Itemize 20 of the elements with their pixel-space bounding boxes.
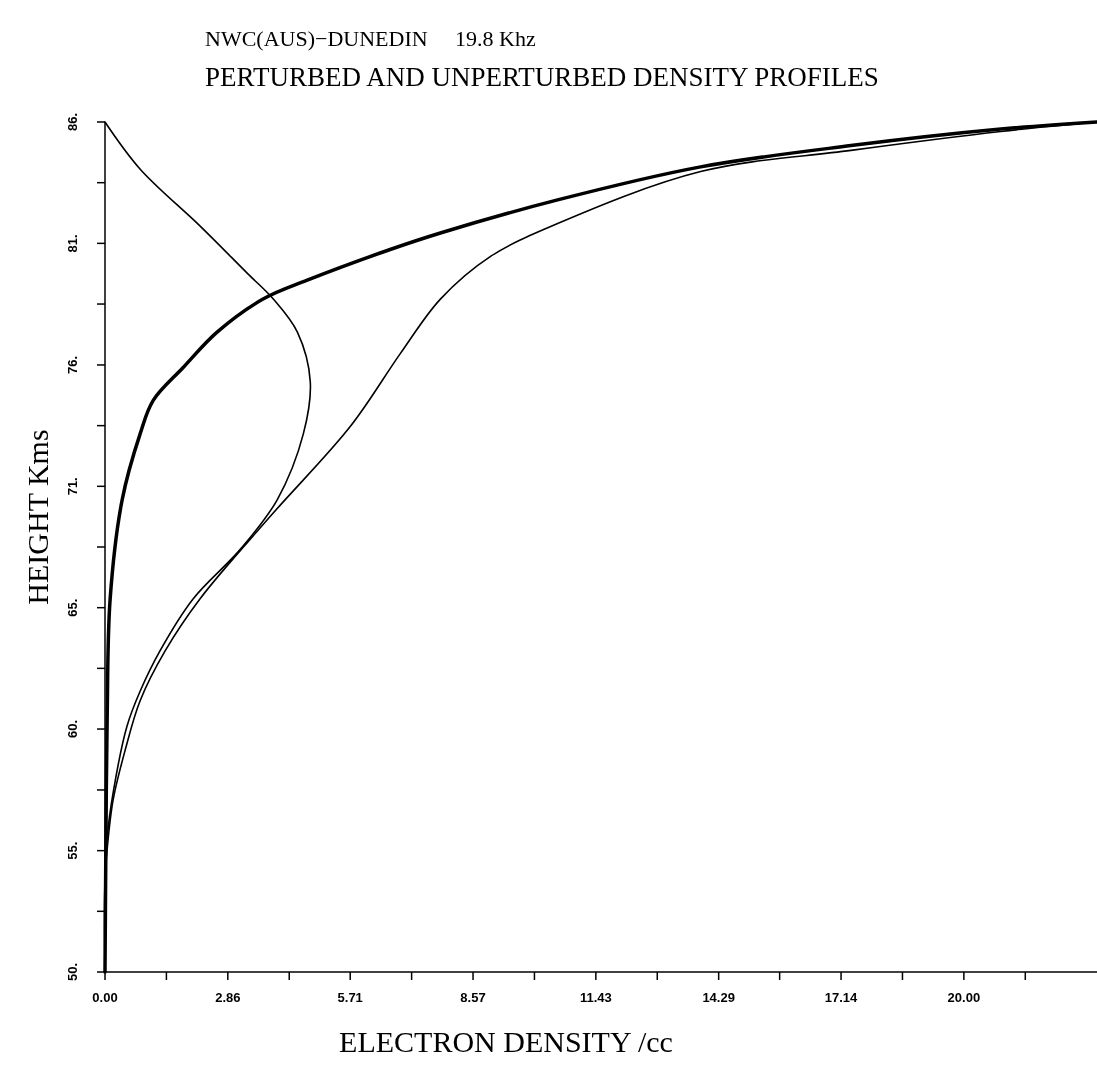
y-tick-label: 60. <box>65 720 80 739</box>
y-tick-label: 65. <box>65 598 80 617</box>
x-tick-label: 5.71 <box>337 990 363 1005</box>
chart-subtitle: PERTURBED AND UNPERTURBED DENSITY PROFILES <box>205 62 879 92</box>
x-tick-label: 20.00 <box>947 990 981 1005</box>
x-tick-label: 0.00 <box>92 990 118 1005</box>
x-tick-label: 11.43 <box>579 990 612 1005</box>
x-tick-label: 2.86 <box>215 990 241 1005</box>
y-tick-label: 55. <box>65 841 80 860</box>
y-tick-label: 76. <box>65 355 80 374</box>
y-tick-label: 71. <box>65 477 80 496</box>
x-tick-label: 8.57 <box>460 990 486 1005</box>
y-tick-label: 81. <box>65 234 80 253</box>
x-axis-title: ELECTRON DENSITY /cc <box>339 1025 673 1058</box>
x-tick-label: 14.29 <box>702 990 735 1005</box>
chart-title: NWC(AUS)−DUNEDIN 19.8 Khz <box>205 26 536 51</box>
y-axis-title: HEIGHT Kms <box>21 429 54 605</box>
y-tick-label: 50. <box>65 962 80 982</box>
y-tick-label: 86. <box>65 112 80 132</box>
x-tick-label: 17.14 <box>824 990 859 1005</box>
